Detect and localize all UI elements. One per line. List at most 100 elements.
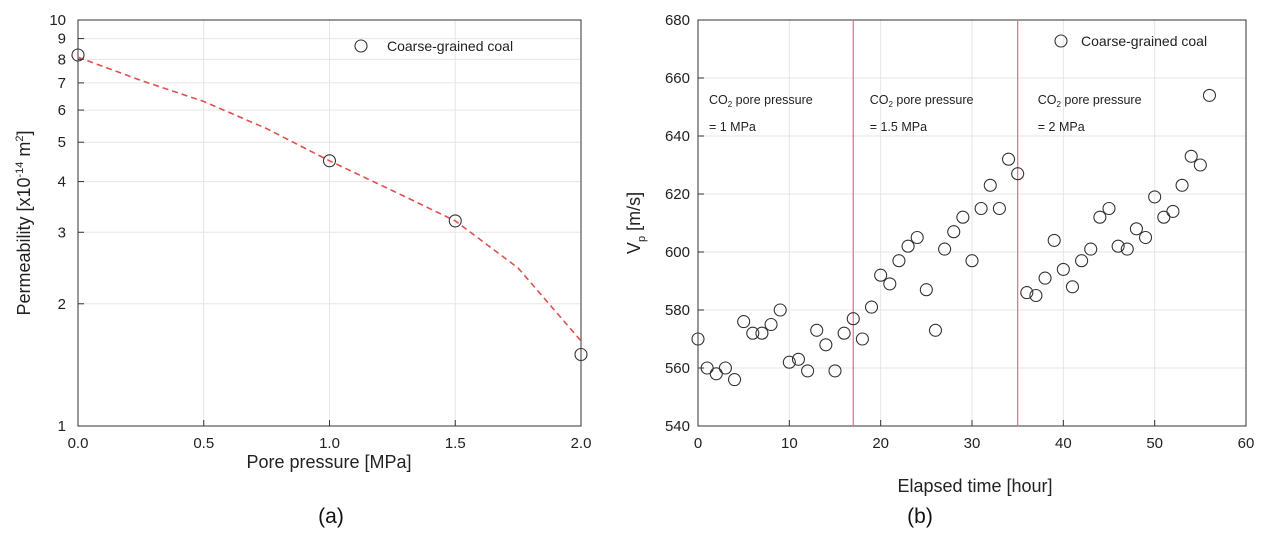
panel-b-data-point <box>1193 158 1207 172</box>
panel-b-y-tick-label: 640 <box>665 128 690 145</box>
panel-b-data-point <box>773 303 787 317</box>
panel-b-data-point <box>874 268 888 282</box>
panel-b-label: (b) <box>907 505 933 528</box>
panel-a-x-tick-label: 1.0 <box>319 435 340 452</box>
panel-b-data-point <box>1120 242 1134 256</box>
panel-b-y-axis-label: Vp [m/s] <box>624 192 648 254</box>
panel-a-data-point <box>574 347 588 362</box>
panel-b-annotation-line2: = 2 MPa <box>1038 120 1085 134</box>
panel-b-annotation-co: CO <box>870 93 889 107</box>
panel-b-x-tick-label: 40 <box>1055 435 1072 452</box>
panel-a-x-tick-label: 2.0 <box>571 435 592 452</box>
panel-b-data-point <box>1175 178 1189 192</box>
panel-b-data-point <box>791 352 806 366</box>
panel-b-data-point <box>1001 152 1016 166</box>
panel-a-y-label-main: Permeability [x10 <box>14 177 34 315</box>
panel-a-data-point <box>71 48 85 62</box>
panel-b-x-ticks: 0 10 20 30 40 50 60 <box>694 420 1254 452</box>
panel-b-data-point <box>1056 262 1070 276</box>
panel-b-annotation-line2: = 1.5 MPa <box>870 120 927 134</box>
panel-b-y-tick-label: 540 <box>665 418 690 435</box>
panel-b-data-point <box>737 315 751 329</box>
panel-a-y-ticks: 1 2 3 4 5 6 7 8 9 10 <box>49 12 84 435</box>
panel-b-data-point <box>974 201 988 216</box>
panel-b-x-tick-label: 50 <box>1146 435 1163 452</box>
panel-b-annotation-line1: CO2 pore pressure <box>709 93 813 109</box>
panel-b-y-tick-label: 580 <box>665 302 690 319</box>
panel-b-y-label-end: [m/s] <box>624 192 644 236</box>
panel-b-data-point <box>1029 288 1043 303</box>
panel-b-data-point <box>910 230 924 245</box>
panel-a-y-tick-label: 9 <box>58 31 66 48</box>
panel-b-data-point <box>1111 239 1125 253</box>
panel-a-data-point <box>322 154 337 168</box>
panel-b-data-point <box>855 332 869 346</box>
panel-b-annotation-line2: = 1 MPa <box>709 120 756 134</box>
panel-b-y-ticks: 540 560 580 600 620 640 660 680 <box>665 12 704 435</box>
panel-b-annotation-co: CO <box>1038 93 1057 107</box>
panel-b-data-point <box>846 312 860 326</box>
panel-b-annotation-co: CO <box>709 93 728 107</box>
panel-a-x-tick-label: 1.5 <box>445 435 466 452</box>
panel-b-annotation-subscript: 2 <box>1057 100 1062 109</box>
panel-b-data-point <box>983 178 997 192</box>
panel-b-data-point <box>1157 210 1171 224</box>
panel-b-annotation-subscript: 2 <box>888 100 893 109</box>
panel-b-y-tick-label: 600 <box>665 244 690 261</box>
panel-b-data-point <box>1093 210 1107 224</box>
panel-a-y-tick-label: 2 <box>58 296 66 313</box>
panel-b-data-point <box>1065 280 1080 294</box>
panel-b-y-label-main: V <box>624 242 644 254</box>
panel-b-series-coarse-grained-coal <box>691 88 1217 387</box>
panel-b-legend-marker <box>1054 34 1068 48</box>
panel-a-y-tick-label: 6 <box>58 102 66 119</box>
panel-a-y-tick-label: 8 <box>58 51 66 68</box>
panel-b-data-point <box>764 317 778 332</box>
panel-b-y-tick-label: 680 <box>665 12 690 29</box>
panel-a-legend-label: Coarse-grained coal <box>387 38 513 54</box>
panel-a-x-axis-label: Pore pressure [MPa] <box>246 452 411 472</box>
panel-a-y-tick-label: 5 <box>58 134 66 151</box>
panel-b-data-point <box>883 277 897 291</box>
panel-b-data-point <box>755 326 769 340</box>
panel-b-data-point <box>700 361 714 375</box>
panel-b-annotation-rest: pore pressure <box>732 93 813 107</box>
panel-a-legend-marker <box>354 39 368 53</box>
panel-b-data-point <box>727 373 742 387</box>
panel-a-y-tick-label: 3 <box>58 224 66 241</box>
panel-b-data-point <box>1148 190 1162 204</box>
panel-a-y-tick-label: 7 <box>58 75 66 92</box>
panel-a-y-label-exp2: 2 <box>14 135 26 141</box>
panel-a-x-ticks: 0.0 0.5 1.0 1.5 2.0 <box>68 420 592 452</box>
panel-a-y-tick-label: 1 <box>58 418 66 435</box>
panel-b-data-point <box>1075 254 1089 268</box>
panel-a-y-label-end: ] <box>14 130 34 135</box>
panel-a-y-label-exp1: -14 <box>14 162 26 178</box>
panel-a-fit-line <box>77 56 582 342</box>
panel-b-data-point <box>901 239 915 253</box>
panel-b-x-tick-label: 30 <box>964 435 981 452</box>
panel-b-data-point <box>1102 201 1116 216</box>
panel-a-data-point <box>448 214 462 228</box>
panel-b-y-tick-label: 560 <box>665 360 690 377</box>
panel-b-x-tick-label: 0 <box>694 435 702 452</box>
panel-b-data-point <box>864 300 879 314</box>
panel-b-data-point <box>691 332 705 346</box>
panel-b-data-point <box>782 355 796 369</box>
panel-b-annotation-line1: CO2 pore pressure <box>1038 93 1142 109</box>
panel-b-x-axis-label: Elapsed time [hour] <box>897 476 1052 496</box>
panel-b-data-point <box>709 367 723 381</box>
panel-b-chart: 0 10 20 30 40 50 60 540 560 580 600 620 640 660 680 C… <box>624 12 1254 528</box>
panel-a-legend: Coarse-grained coal <box>354 38 513 54</box>
panel-b-data-point <box>992 201 1006 216</box>
panel-b-data-point <box>801 364 815 378</box>
panel-b-data-point <box>746 326 760 340</box>
panel-b-annotation-rest: pore pressure <box>893 93 974 107</box>
panel-b-y-tick-label: 660 <box>665 70 690 87</box>
panel-b-x-tick-label: 20 <box>872 435 889 452</box>
panel-b-data-point <box>1011 167 1025 181</box>
panel-b-data-point <box>1020 286 1034 300</box>
panel-b-data-point <box>718 361 732 375</box>
panel-b-data-point <box>965 254 979 268</box>
panel-a-label: (a) <box>318 505 344 528</box>
